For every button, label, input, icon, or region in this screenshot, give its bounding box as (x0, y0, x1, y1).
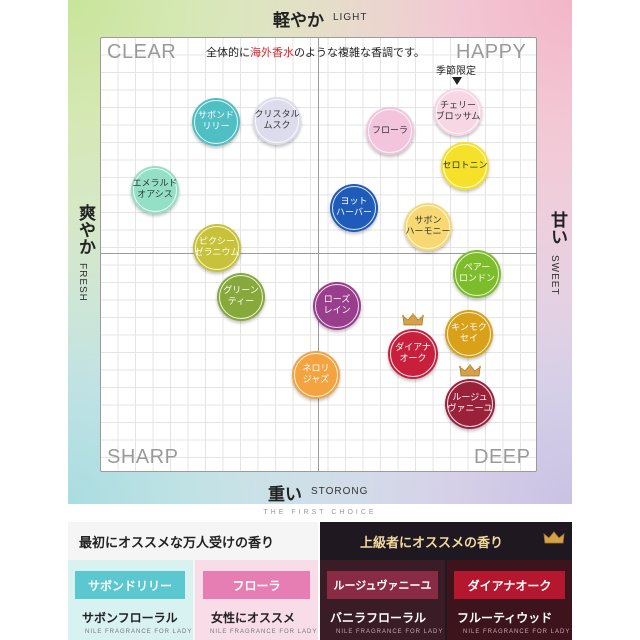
crown-icon (402, 313, 424, 326)
chip-rouge-vanille: ルージュヴァニーユ (327, 571, 438, 599)
scent-bubble-serotonin: セロトニン (441, 142, 489, 190)
scent-bubble-emerald-oasis: エメラルド オアシス (131, 166, 179, 214)
corner-happy: HAPPY (456, 41, 527, 63)
crown-icon (543, 531, 565, 544)
pointer-arrow-icon (452, 77, 462, 85)
scent-bubble-savon-lily: サボンド リリー (192, 98, 240, 146)
axis-right-label-en: SWEET (549, 255, 560, 296)
card-subtitle: 女性にオススメ (211, 611, 296, 625)
axis-left-label-en: FRESH (77, 263, 88, 302)
scent-label: キンモク セイ (451, 323, 487, 344)
scent-bubble-neroli-jazz: ネロリ ジャズ (292, 351, 340, 399)
card-brand: NILE FRAGRANCE FOR LADY (85, 629, 193, 635)
scent-label: クリスタル ムスク (254, 110, 300, 131)
card-brand: NILE FRAGRANCE FOR LADY (210, 629, 318, 635)
scent-label: セロトニン (442, 160, 488, 171)
scent-label: ネロリ ジャズ (302, 364, 330, 385)
scent-label: チェリー ブロッサム (435, 101, 481, 122)
chip-savon-lily: サボンドリリー (75, 571, 185, 599)
scent-bubble-flora: フローラ (366, 107, 414, 155)
card-subtitle: バニラフローラル (330, 611, 427, 625)
scent-bubble-rouge-vanille: ルージュ ヴァニーユ (445, 379, 495, 429)
axis-right-label-jp: 甘い (547, 211, 567, 245)
scent-label: グリーン ティー (223, 286, 259, 307)
scent-bubble-kinmokusei: キンモク セイ (445, 310, 493, 358)
axis-left-label-jp: 爽やか (75, 204, 95, 255)
card-brand: NILE FRAGRANCE FOR LADY (336, 629, 444, 635)
chip-diana-oak: ダイアナオーク (454, 571, 565, 599)
scent-label: サボン ハーモニー (405, 216, 451, 237)
card-brand: NILE FRAGRANCE FOR LADY (463, 629, 571, 635)
scent-bubble-pear-london: ペアー ロンドン (453, 250, 501, 298)
note-after: のような複雑な香調です。 (294, 46, 425, 59)
scent-bubble-green-tea: グリーン ティー (217, 273, 265, 321)
corner-clear: CLEAR (107, 41, 177, 63)
scent-label: エメラルド オアシス (132, 179, 178, 200)
crown-icon (459, 364, 481, 377)
panel-beginner-title: 最初にオススメな万人受けの香り (79, 536, 275, 551)
scent-bubble-diana-oak: ダイアナ オーク (388, 329, 438, 379)
card-subtitle: サボンフローラル (82, 611, 178, 625)
note-before: 全体的に (206, 46, 250, 59)
tagline: THE FIRST CHOICE (263, 509, 377, 516)
scent-bubble-crystal-musk: クリスタル ムスク (253, 97, 301, 145)
scent-label: ペアー ロンドン (458, 263, 495, 284)
scent-label: ローズ レイン (323, 295, 351, 316)
card-subtitle: フルーティウッド (457, 611, 553, 625)
axis-top-label-jp: 軽やか (273, 11, 324, 31)
chip-flora: フローラ (203, 571, 310, 599)
scent-bubble-cherry-blossom: チェリー ブロッサム (434, 88, 482, 136)
note-highlight: 海外香水 (250, 46, 294, 59)
chart-note: 全体的に海外香水のような複雑な香調です。 (206, 44, 425, 60)
axis-bottom-label-en: STORONG (311, 486, 369, 497)
seasonal-label: 季節限定 (436, 66, 476, 77)
scent-label: サボンド リリー (197, 111, 234, 132)
corner-sharp: SHARP (107, 446, 179, 468)
scent-bubble-rose-rain: ローズ レイン (313, 282, 361, 330)
scent-label: ピクシー ゼラニウム (194, 237, 240, 258)
axis-bottom-label-jp: 重い (268, 485, 302, 505)
scent-label: フローラ (371, 125, 408, 136)
scent-label: ヨット ハーバー (336, 197, 372, 218)
panel-advanced-title: 上級者にオススメの香り (360, 536, 504, 551)
scent-label: ダイアナ オーク (395, 343, 431, 364)
scent-bubble-pixie-geranium: ピクシー ゼラニウム (193, 224, 241, 272)
vertical-axis (318, 37, 319, 472)
corner-deep: DEEP (474, 446, 531, 468)
axis-top-label-en: LIGHT (333, 12, 368, 23)
scent-bubble-savon-harmony: サボン ハーモニー (404, 203, 452, 251)
scent-label: ルージュ ヴァニーユ (447, 393, 493, 414)
scent-bubble-yacht-harbor: ヨット ハーバー (330, 184, 378, 232)
